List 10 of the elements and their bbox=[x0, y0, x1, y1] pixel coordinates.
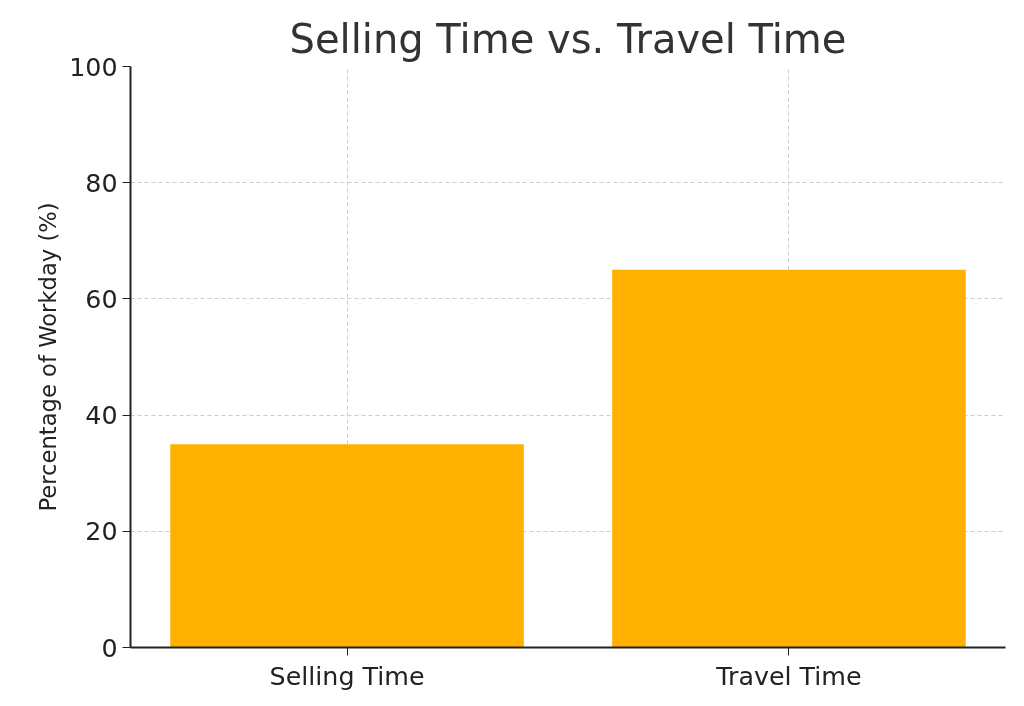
y-axis-title: Percentage of Workday (%) bbox=[35, 202, 62, 512]
x-tick-label: Travel Time bbox=[715, 660, 862, 691]
x-tick-label: Selling Time bbox=[269, 660, 425, 691]
y-tick-label: 60 bbox=[85, 283, 118, 314]
y-tick-label: 100 bbox=[69, 51, 118, 82]
y-tick-label: 40 bbox=[85, 400, 118, 431]
chart-title: Selling Time vs. Travel Time bbox=[289, 15, 847, 62]
y-tick-label: 80 bbox=[85, 167, 118, 198]
y-tick-label: 20 bbox=[85, 516, 118, 547]
y-tick-label: 0 bbox=[101, 632, 118, 663]
